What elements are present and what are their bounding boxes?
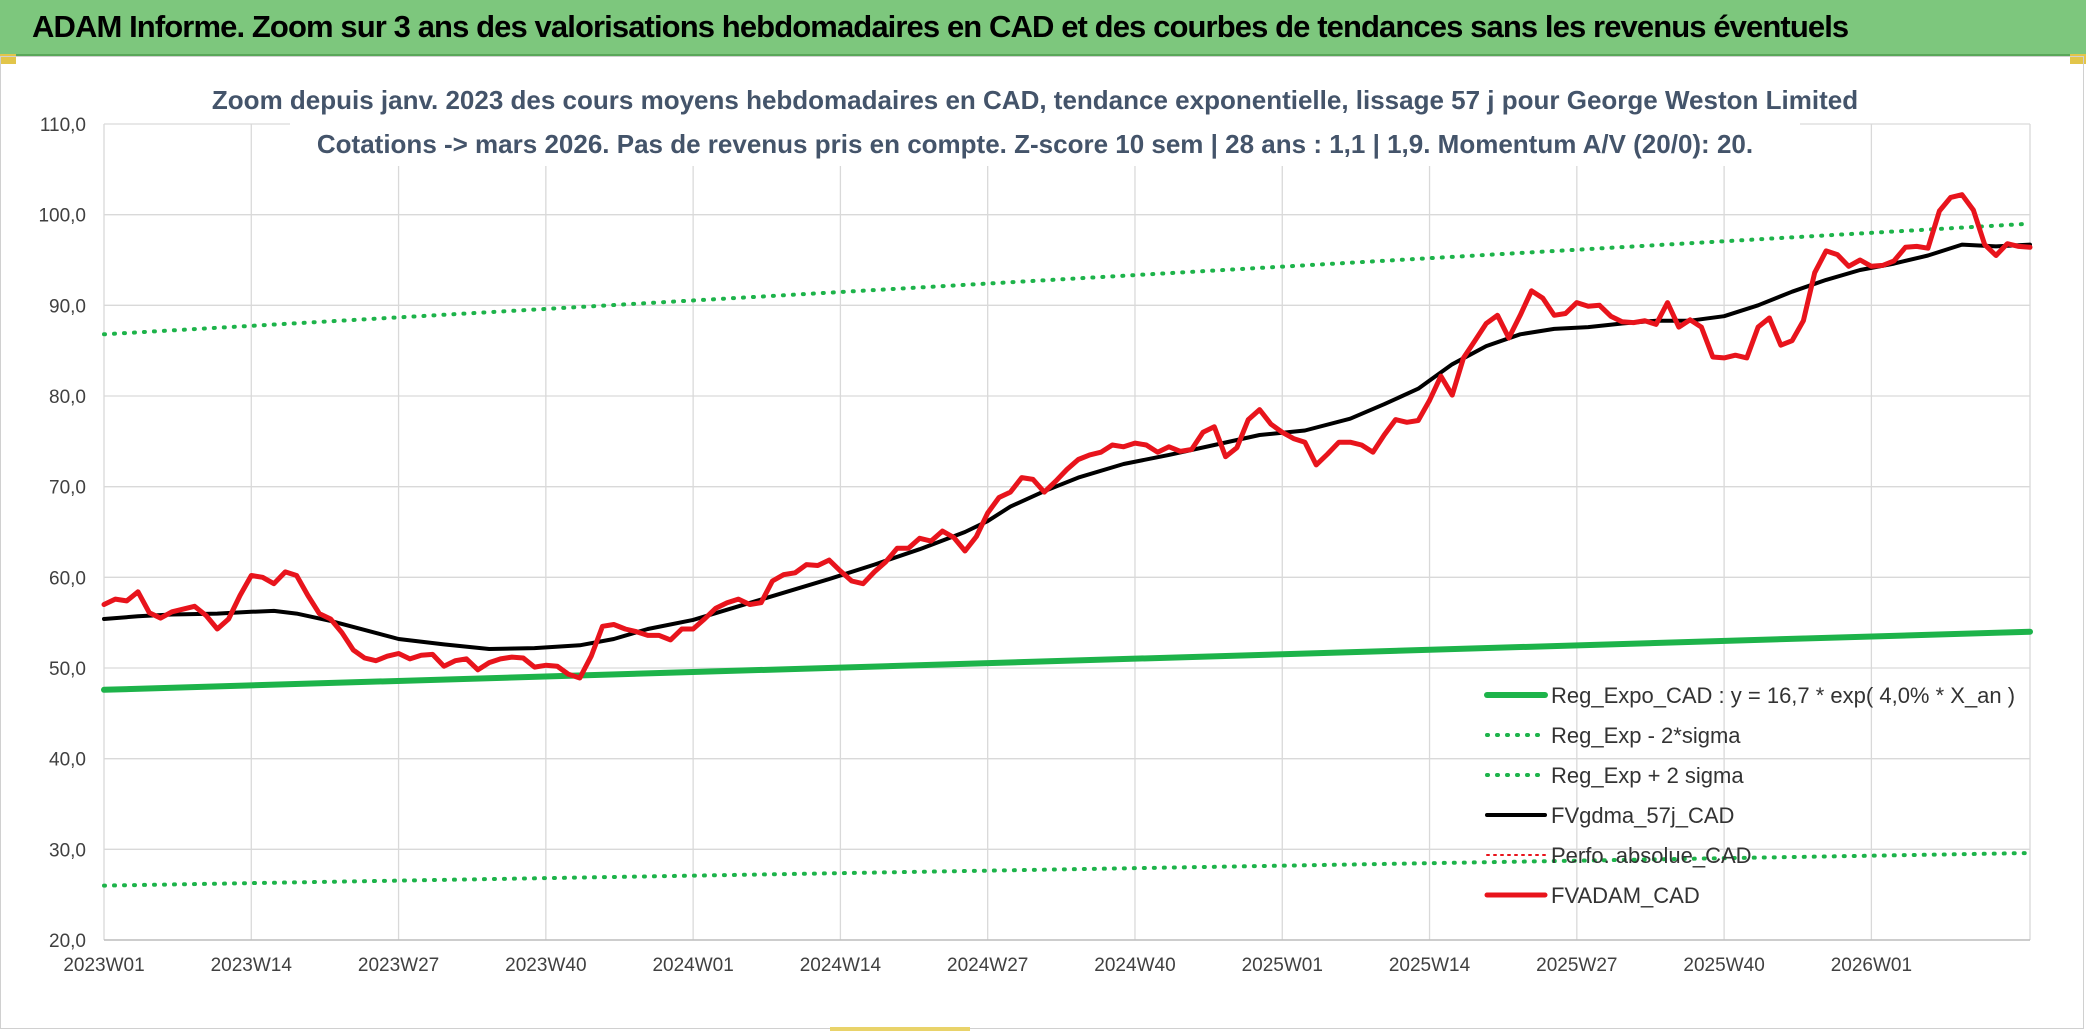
report-title: ADAM Informe. Zoom sur 3 ans des valoris… bbox=[32, 9, 1849, 44]
y-tick-label: 30,0 bbox=[49, 840, 86, 861]
x-tick-label: 2025W40 bbox=[1683, 955, 1764, 976]
y-axis: 20,0 30,0 40,0 50,0 60,0 70,0 80,0 90,0 100,0 110… bbox=[38, 115, 86, 952]
x-tick-label: 2023W40 bbox=[505, 955, 586, 976]
x-tick-label: 2026W01 bbox=[1831, 955, 1912, 976]
y-tick-label: 70,0 bbox=[49, 478, 86, 499]
legend-label-0: Reg_Expo_CAD : y = 16,7 * exp( 4,0% * X_… bbox=[1551, 683, 2015, 708]
x-tick-label: 2023W27 bbox=[358, 955, 439, 976]
y-tick-label: 40,0 bbox=[49, 750, 86, 771]
chart-title: Zoom depuis janv. 2023 des cours moyens … bbox=[212, 85, 1858, 115]
chart-grid bbox=[103, 123, 2031, 941]
x-tick-label: 2024W01 bbox=[652, 955, 733, 976]
report-banner: ADAM Informe. Zoom sur 3 ans des valoris… bbox=[0, 0, 2086, 56]
chart-title-background bbox=[290, 76, 1800, 166]
corner-tab-right bbox=[2070, 54, 2086, 64]
chart-legend: Reg_Expo_CAD : y = 16,7 * exp( 4,0% * X_… bbox=[1484, 683, 2015, 908]
series-line-2 bbox=[102, 221, 2032, 337]
chart-series bbox=[101, 192, 2033, 888]
x-tick-label: 2025W27 bbox=[1536, 955, 1617, 976]
x-tick-label: 2024W14 bbox=[800, 955, 882, 976]
legend-label-1: Reg_Exp - 2*sigma bbox=[1551, 723, 1741, 748]
legend-label-2: Reg_Exp + 2 sigma bbox=[1551, 763, 1744, 788]
y-tick-label: 90,0 bbox=[49, 296, 86, 317]
y-tick-label: 100,0 bbox=[38, 206, 86, 227]
x-tick-label: 2025W14 bbox=[1389, 955, 1471, 976]
series-line-5 bbox=[101, 192, 2033, 681]
series-line-1 bbox=[102, 851, 2032, 888]
series-line-3 bbox=[102, 242, 2032, 651]
y-tick-label: 50,0 bbox=[49, 659, 86, 680]
x-tick-label: 2023W01 bbox=[63, 955, 144, 976]
x-axis: 2023W01 2023W14 2023W27 2023W40 2024W01 2024W… bbox=[63, 955, 1912, 976]
legend-label-5: FVADAM_CAD bbox=[1551, 883, 1700, 908]
y-tick-label: 80,0 bbox=[49, 387, 86, 408]
x-tick-label: 2024W27 bbox=[947, 955, 1028, 976]
bottom-accent bbox=[830, 1027, 970, 1031]
legend-label-3: FVgdma_57j_CAD bbox=[1551, 803, 1734, 828]
chart-frame bbox=[0, 56, 2084, 1029]
y-tick-label: 60,0 bbox=[49, 568, 86, 589]
y-tick-label: 110,0 bbox=[40, 115, 86, 136]
chart-subtitle: Cotations -> mars 2026. Pas de revenus p… bbox=[317, 129, 1753, 159]
series-line-0 bbox=[101, 628, 2033, 693]
corner-tab-left bbox=[0, 54, 16, 64]
x-tick-label: 2024W40 bbox=[1094, 955, 1175, 976]
x-tick-label: 2025W01 bbox=[1242, 955, 1323, 976]
y-tick-label: 20,0 bbox=[49, 931, 86, 952]
legend-label-4: Perfo. absolue_CAD bbox=[1551, 843, 1752, 868]
x-tick-label: 2023W14 bbox=[211, 955, 293, 976]
